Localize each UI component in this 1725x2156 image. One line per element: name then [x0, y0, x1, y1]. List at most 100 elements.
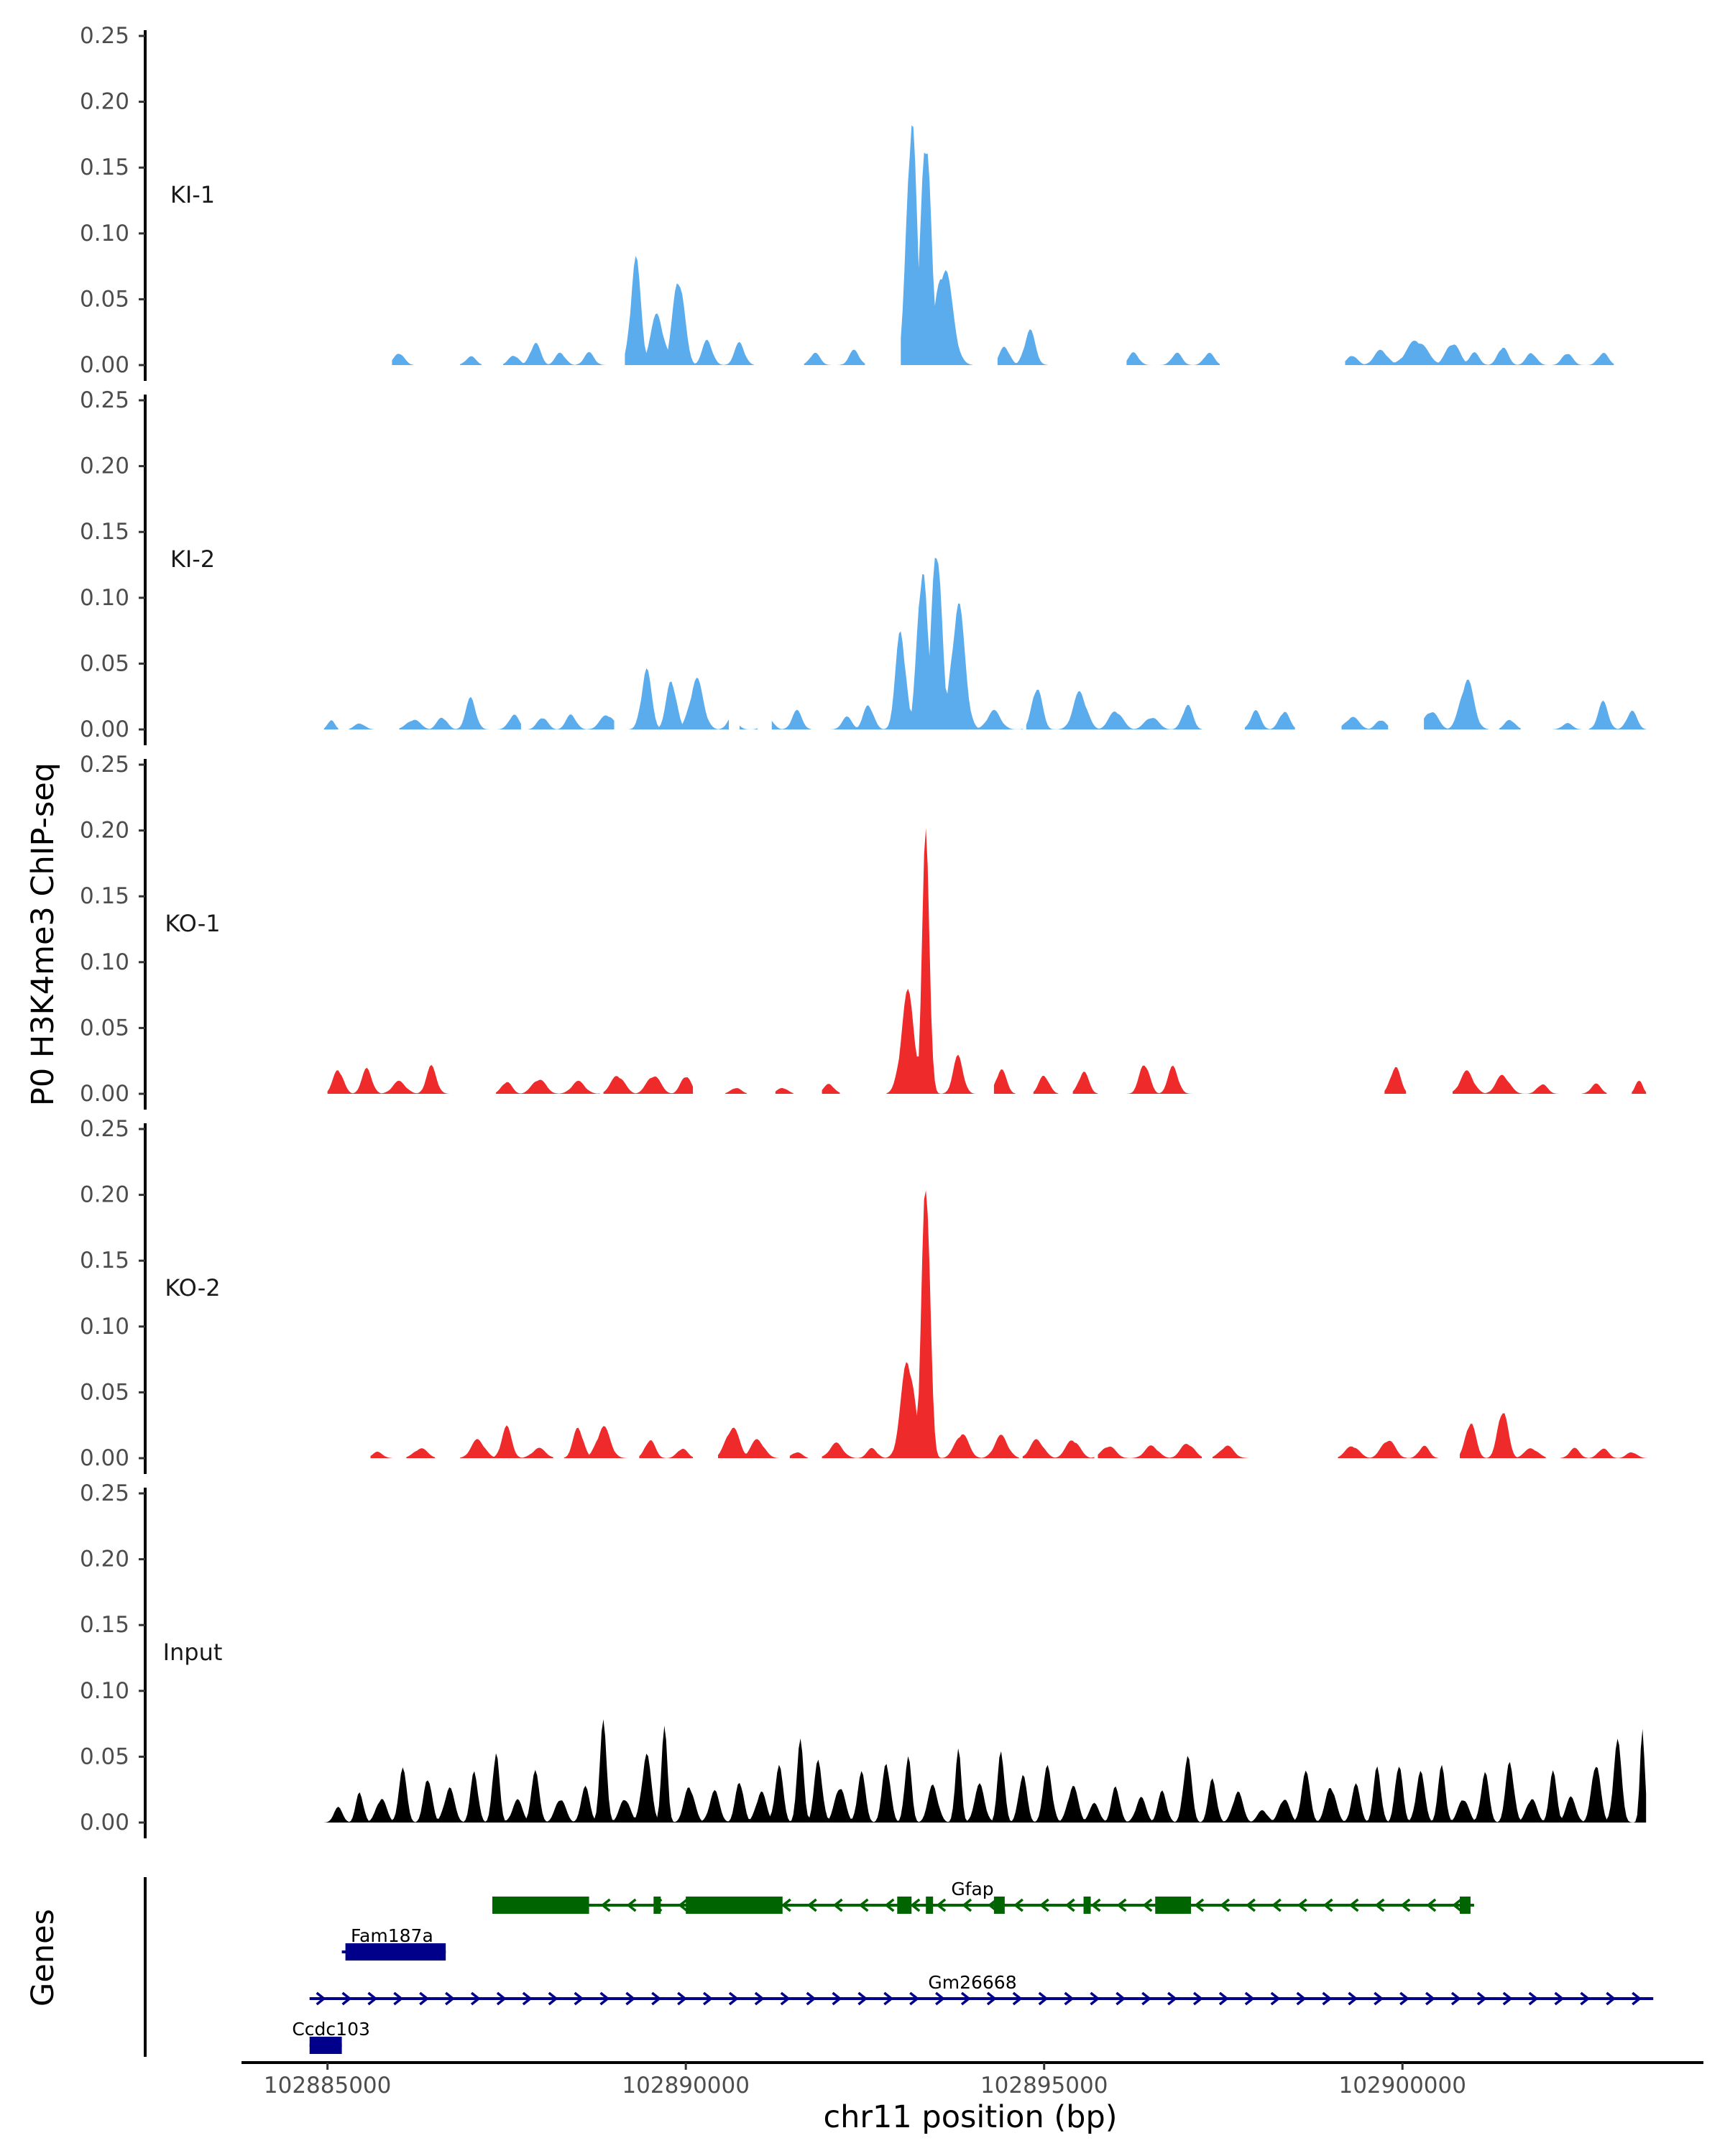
strand-arrow: [1580, 1991, 1591, 2006]
track-ki-2: 0.00 0.05 0.10 0.15 0.20 0.25 KI-2: [80, 387, 1647, 745]
strand-arrow: [445, 1991, 455, 2006]
exon: [993, 1897, 1005, 1914]
strand-arrow: [702, 1991, 713, 2006]
gene-gfap: Gfap: [492, 1879, 1474, 1914]
y-tick-label: 0.20: [80, 1547, 129, 1572]
strand-arrow: [1142, 1898, 1153, 1912]
strand-arrow: [1400, 1898, 1411, 1912]
strand-arrow: [1450, 1991, 1461, 2006]
track-ko-1: 0.00 0.05 0.10 0.15 0.20 0.25 KO-1: [80, 752, 1647, 1110]
y-tick-label: 0.15: [80, 883, 129, 909]
track-label: KO-1: [165, 910, 220, 937]
y-tick-label: 0.20: [80, 89, 129, 115]
strand-arrow: [910, 1898, 921, 1912]
strand-arrow: [548, 1991, 558, 2006]
strand-arrow: [806, 1898, 817, 1912]
strand-arrow: [1632, 1991, 1642, 2006]
strand-arrow: [1064, 1898, 1075, 1912]
track-input: 0.00 0.05 0.10 0.15 0.20 0.25 Input: [80, 1480, 1647, 1838]
y-tick-label: 0.15: [80, 155, 129, 180]
y-tick-label: 0.00: [80, 717, 129, 742]
x-axis: chr11 position (bp) 102885000 102890000 10…: [242, 2061, 1703, 2135]
strand-arrow: [1476, 1991, 1487, 2006]
strand-arrow: [909, 1991, 920, 2006]
strand-arrow: [1399, 1991, 1410, 2006]
strand-arrow: [1348, 1898, 1359, 1912]
exon: [1155, 1897, 1192, 1914]
exon: [897, 1897, 912, 1914]
strand-arrow: [1218, 1991, 1229, 2006]
strand-arrow: [1348, 1991, 1358, 2006]
strand-arrow: [574, 1991, 584, 2006]
y-tick-label: 0.05: [80, 1015, 129, 1041]
exon: [492, 1897, 589, 1914]
coverage-area: [323, 558, 1647, 729]
y-tick-label: 0.05: [80, 1379, 129, 1405]
gene-fam187a: Fam187a: [341, 1925, 446, 1961]
strand-arrow: [1246, 1898, 1256, 1912]
strand-arrow: [858, 1898, 869, 1912]
strand-arrow: [677, 1991, 687, 2006]
strand-arrow: [1244, 1991, 1255, 2006]
y-tick-label: 0.15: [80, 1612, 129, 1638]
strand-arrow: [728, 1991, 739, 2006]
y-axis-title: P0 H3K4me3 ChIP-seq: [25, 763, 61, 1106]
strand-arrow: [1013, 1898, 1024, 1912]
strand-arrow: [522, 1991, 533, 2006]
strand-arrow: [316, 1991, 326, 2006]
strand-arrow: [1452, 1898, 1463, 1912]
coverage-area: [327, 828, 1647, 1094]
strand-arrow: [883, 1991, 894, 2006]
strand-arrow: [626, 1898, 637, 1912]
strand-arrow: [625, 1991, 636, 2006]
y-tick-label: 0.05: [80, 1743, 129, 1769]
strand-arrow: [960, 1991, 971, 2006]
y-tick-label: 0.25: [80, 1480, 129, 1506]
strand-arrow: [1192, 1991, 1203, 2006]
strand-arrow: [1220, 1898, 1230, 1912]
strand-arrow: [1502, 1991, 1513, 2006]
y-tick-label: 0.05: [80, 650, 129, 676]
x-tick-label: 102890000: [622, 2073, 750, 2099]
y-tick-label: 0.00: [80, 1081, 129, 1107]
strand-arrow: [678, 1898, 689, 1912]
y-tick-label: 0.25: [80, 1116, 129, 1142]
strand-arrow: [1270, 1991, 1281, 2006]
x-axis-title: chr11 position (bp): [823, 2099, 1117, 2135]
y-tick-label: 0.10: [80, 949, 129, 975]
exon: [1083, 1897, 1091, 1914]
strand-arrow: [1322, 1991, 1333, 2006]
x-tick-label: 102895000: [980, 2073, 1108, 2099]
strand-arrow: [1528, 1991, 1539, 2006]
strand-arrow: [1271, 1898, 1282, 1912]
exon: [653, 1897, 661, 1914]
x-tick-label: 102900000: [1338, 2073, 1466, 2099]
strand-arrow: [1297, 1898, 1307, 1912]
y-tick-label: 0.05: [80, 286, 129, 312]
exon: [345, 1943, 446, 1961]
genes-axis-title: Genes: [25, 1909, 61, 2007]
gene-label: Gm26668: [928, 1972, 1016, 1993]
strand-arrow: [1554, 1991, 1565, 2006]
strand-arrow: [341, 1991, 352, 2006]
y-tick-label: 0.15: [80, 1248, 129, 1273]
gene-label: Gfap: [951, 1879, 993, 1899]
y-tick-label: 0.10: [80, 1314, 129, 1340]
strand-arrow: [1322, 1898, 1333, 1912]
y-tick-label: 0.20: [80, 818, 129, 844]
strand-arrow: [1116, 1898, 1127, 1912]
y-tick-label: 0.10: [80, 585, 129, 611]
strand-arrow: [470, 1991, 481, 2006]
exon: [1460, 1897, 1471, 1914]
coverage-area: [392, 125, 1614, 365]
strand-arrow: [1090, 1991, 1100, 2006]
x-tick-label: 102885000: [264, 2073, 392, 2099]
strand-arrow: [1012, 1991, 1023, 2006]
y-tick-label: 0.10: [80, 1678, 129, 1704]
exon: [926, 1897, 934, 1914]
strand-arrow: [962, 1898, 972, 1912]
strand-arrow: [1194, 1898, 1205, 1912]
y-tick-label: 0.25: [80, 387, 129, 413]
strand-arrow: [1374, 1991, 1384, 2006]
exon: [309, 2037, 342, 2054]
